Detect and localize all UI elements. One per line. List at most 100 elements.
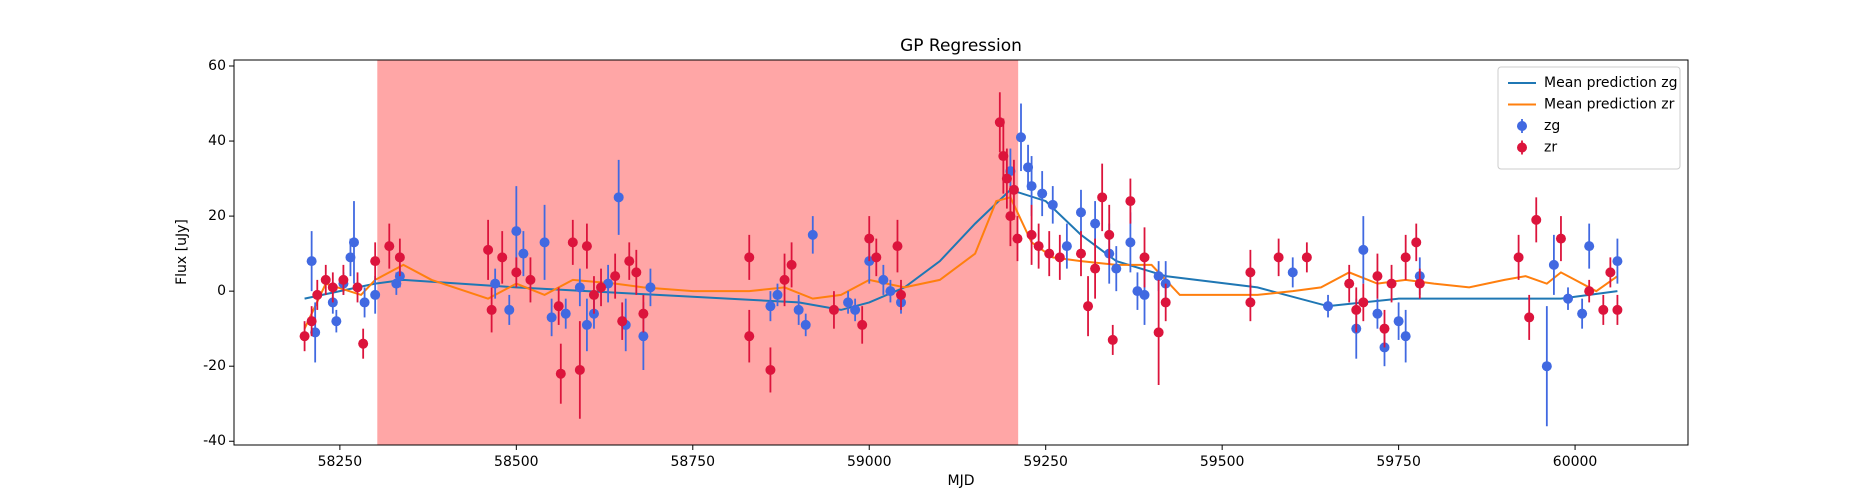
data-point [1097,192,1108,203]
legend: Mean prediction zg Mean prediction zr zg zr [1497,66,1681,170]
data-point [1358,244,1369,255]
data-point [1090,218,1101,229]
data-point [306,256,317,267]
data-point [1054,252,1065,263]
data-point [1400,331,1411,342]
data-point [352,282,363,293]
data-point [1605,267,1616,278]
legend-label: zg [1544,118,1560,134]
data-point [1023,162,1034,173]
data-point [793,304,804,315]
data-point [1393,316,1404,327]
data-point [765,364,776,375]
data-point [1139,252,1150,263]
data-point [490,278,501,289]
data-point [645,282,656,293]
data-point [1012,233,1023,244]
data-point [1513,252,1524,263]
data-point [1372,271,1383,282]
data-point [345,252,356,263]
data-point [1351,304,1362,315]
data-point [1008,184,1019,195]
x-tick-label: 59500 [1200,454,1245,470]
data-point [1005,211,1016,222]
data-point [1245,297,1256,308]
data-point [807,229,818,240]
data-point [588,289,599,300]
data-point [857,319,868,330]
legend-swatch [1517,121,1527,131]
data-point [1044,248,1055,259]
data-point [1323,301,1334,312]
data-point [772,289,783,300]
plot-frame [233,59,1689,446]
data-point [994,117,1005,128]
x-tick-label: 58500 [494,454,539,470]
data-point [631,267,642,278]
x-tick-label: 59000 [847,454,892,470]
data-point [878,274,889,285]
data-point [1075,248,1086,259]
data-point [1153,271,1164,282]
data-point [1555,233,1566,244]
data-point [1139,289,1150,300]
legend-swatch [1517,142,1527,153]
data-point [850,304,861,315]
data-point [306,316,317,327]
data-point [1083,301,1094,312]
data-point [504,304,515,315]
data-point [624,256,635,267]
data-point [574,364,585,375]
data-point [539,237,550,248]
x-tick-label: 58250 [318,454,363,470]
data-point [1563,293,1574,304]
data-point [320,274,331,285]
data-point [1111,263,1122,274]
plot-area [299,60,1623,445]
data-point [1531,214,1542,225]
data-point [1047,199,1058,210]
data-point [327,282,338,293]
data-point [744,331,755,342]
data-point [1358,297,1369,308]
data-point [617,316,628,327]
data-point [518,248,529,259]
data-point [638,308,649,319]
data-point [1090,263,1101,274]
data-point [384,241,395,252]
x-tick-label: 58750 [671,454,716,470]
data-point [359,297,370,308]
x-axis-label: MJD [948,473,975,489]
data-point [1400,252,1411,263]
data-point [348,237,359,248]
data-point [1245,267,1256,278]
data-point [555,368,566,379]
data-point [1075,207,1086,218]
data-point [1541,361,1552,372]
data-point [786,259,797,270]
data-point [1026,181,1037,192]
data-point [1125,196,1136,207]
data-point [1379,323,1390,334]
chart-title: GP Regression [900,36,1022,56]
data-point [1372,308,1383,319]
data-point [1612,256,1623,267]
data-point [1061,241,1072,252]
data-point [370,256,381,267]
data-point [1612,304,1623,315]
y-axis-label: Flux [uJy] [174,219,190,285]
data-point [338,274,349,285]
data-point [497,252,508,263]
data-point [1344,278,1355,289]
data-point [312,289,323,300]
data-point [1005,166,1016,177]
legend-label: zr [1544,140,1557,156]
data-point [511,267,522,278]
y-tick-label: 0 [217,283,226,299]
x-tick-label: 60000 [1553,454,1598,470]
y-tick-label: 20 [208,208,226,224]
data-point [574,282,585,293]
data-point [1598,304,1609,315]
data-point [394,252,405,263]
data-point [1548,259,1559,270]
